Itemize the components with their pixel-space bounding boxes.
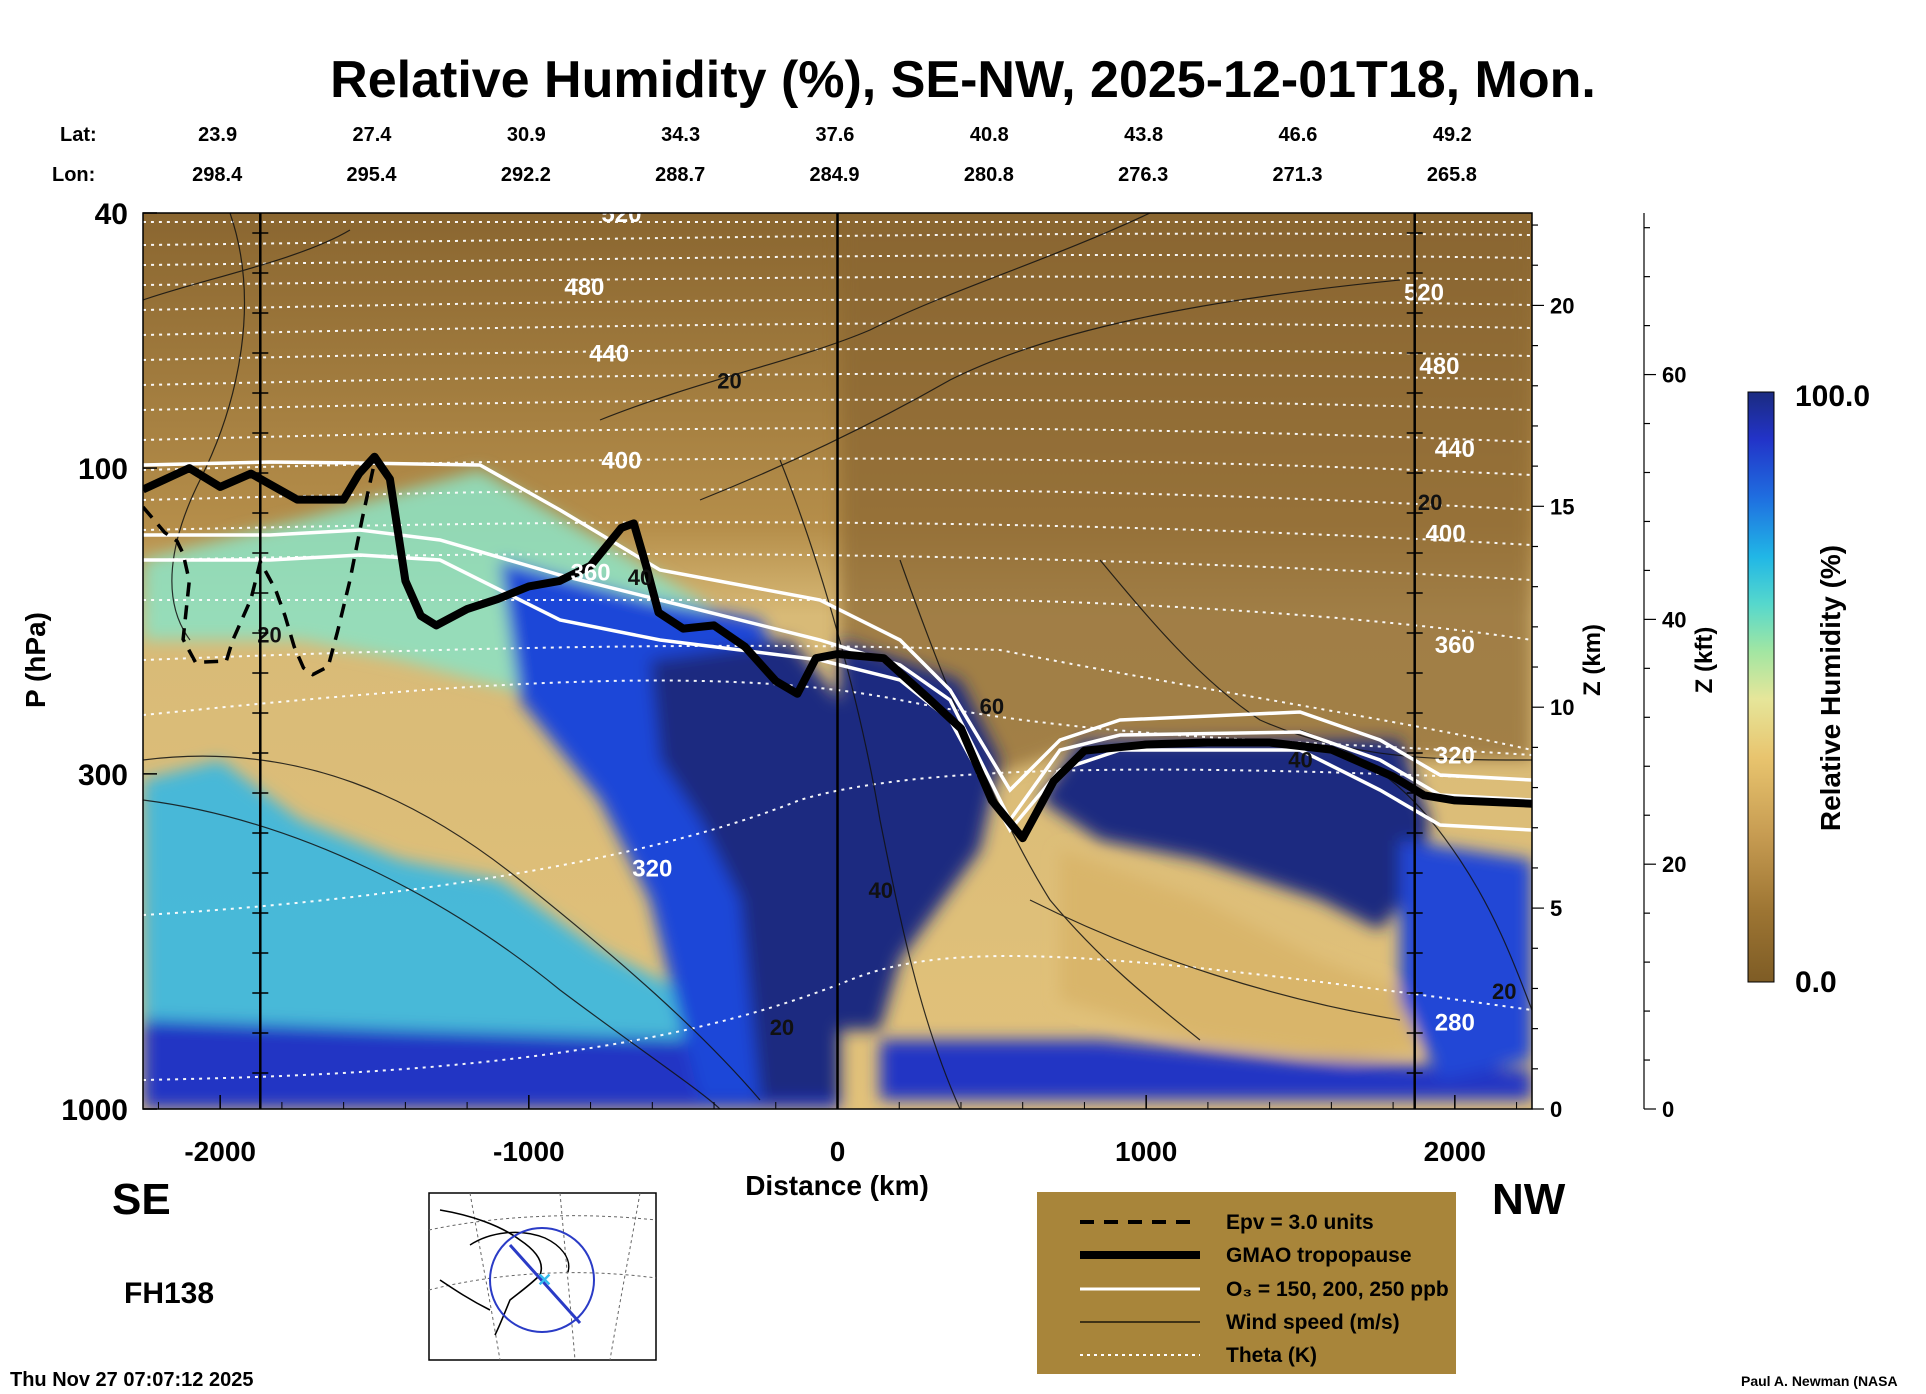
colorbar-min-label: 0.0 xyxy=(1795,966,1837,999)
z-kft-tick-label: 20 xyxy=(1662,852,1686,877)
colorbar-title: Relative Humidity (%) xyxy=(1815,545,1846,831)
credit: Paul A. Newman (NASA xyxy=(1741,1373,1898,1389)
lat-value: 43.8 xyxy=(1124,124,1164,146)
direction-se: SE xyxy=(112,1175,171,1224)
x-tick-label: 0 xyxy=(830,1136,846,1167)
lon-value: 271.3 xyxy=(1272,164,1323,186)
wind-label: 20 xyxy=(1492,979,1516,1004)
z-km-tick-label: 5 xyxy=(1550,896,1562,921)
legend: Epv = 3.0 units GMAO tropopause O₃ = 150… xyxy=(1037,1192,1456,1374)
direction-nw: NW xyxy=(1492,1175,1566,1224)
axes-layer: -2000 -1000 0 1000 2000 40 100 300 1000 0 5 10 15 20 0… xyxy=(61,198,1686,1167)
theta-label: 520 xyxy=(601,201,641,228)
theta-label: 320 xyxy=(1435,743,1475,770)
theta-label: 360 xyxy=(1435,632,1475,659)
chart-title: Relative Humidity (%), SE-NW, 2025-12-01… xyxy=(330,51,1596,109)
humidity-field xyxy=(143,470,1532,1109)
wind-label: 20 xyxy=(717,368,741,393)
legend-label-tropopause: GMAO tropopause xyxy=(1226,1244,1412,1267)
theta-label: 480 xyxy=(564,274,604,301)
x-tick-label: 1000 xyxy=(1115,1136,1177,1167)
lat-value: 49.2 xyxy=(1432,124,1472,146)
lat-value: 23.9 xyxy=(198,124,238,146)
z-km-tick-label: 0 xyxy=(1550,1097,1562,1122)
y-tick-label: 100 xyxy=(78,453,128,486)
x-tick-label: 2000 xyxy=(1424,1136,1486,1167)
z-km-tick-label: 10 xyxy=(1550,695,1574,720)
y-tick-label: 300 xyxy=(78,759,128,792)
lon-value: 280.8 xyxy=(963,164,1014,186)
lat-value: 34.3 xyxy=(661,124,701,146)
vertical-section-lines xyxy=(252,213,1423,1109)
lat-value: 37.6 xyxy=(815,124,855,146)
theta-label: 440 xyxy=(1435,436,1475,463)
contour-labels: 520 480 440 400 360 320 520 480 440 400 360 320 280 2… xyxy=(257,201,1516,1040)
y-axis-title: P (hPa) xyxy=(20,612,51,708)
wind-label: 40 xyxy=(628,565,652,590)
lon-value: 288.7 xyxy=(655,164,706,186)
z-km-tick-label: 20 xyxy=(1550,293,1574,318)
theta-label: 280 xyxy=(1435,1009,1475,1036)
wind-label: 60 xyxy=(980,694,1004,719)
lon-value: 284.9 xyxy=(809,164,860,186)
lat-value: 46.6 xyxy=(1278,124,1318,146)
z-km-title: Z (km) xyxy=(1579,624,1606,696)
legend-label-ozone: O₃ = 150, 200, 250 ppb xyxy=(1226,1278,1449,1301)
inset-map-circle xyxy=(489,1227,595,1333)
inset-map-section-line xyxy=(508,1243,582,1325)
legend-label-epv: Epv = 3.0 units xyxy=(1226,1211,1374,1234)
lat-value: 40.8 xyxy=(969,124,1009,146)
lat-label: Lat: xyxy=(60,124,97,146)
lon-value: 295.4 xyxy=(346,164,397,186)
lon-label: Lon: xyxy=(52,164,96,186)
z-kft-tick-label: 60 xyxy=(1662,363,1686,388)
inset-map: ✕ xyxy=(428,1192,657,1361)
wind-label: 20 xyxy=(1418,490,1442,515)
x-tick-label: -2000 xyxy=(184,1136,256,1167)
inset-map-coastline xyxy=(439,1209,542,1336)
wind-speed-contours xyxy=(143,213,1532,1109)
colorbar: 100.0 0.0 Relative Humidity (%) xyxy=(1747,380,1870,999)
legend-label-wind: Wind speed (m/s) xyxy=(1226,1311,1400,1334)
timestamp: Thu Nov 27 07:07:12 2025 xyxy=(10,1369,254,1391)
wind-label: 20 xyxy=(770,1015,794,1040)
z-km-tick-label: 15 xyxy=(1550,494,1574,519)
lon-value: 292.2 xyxy=(500,164,551,186)
theta-label: 400 xyxy=(1426,520,1466,547)
x-tick-label: -1000 xyxy=(493,1136,565,1167)
dry-stratosphere-region xyxy=(840,213,1532,780)
theta-label: 400 xyxy=(601,448,641,475)
z-kft-tick-label: 0 xyxy=(1662,1097,1674,1122)
lat-value: 27.4 xyxy=(352,124,392,146)
y-tick-label: 1000 xyxy=(61,1094,128,1127)
colorbar-max-label: 100.0 xyxy=(1795,380,1870,413)
wind-label: 40 xyxy=(1288,748,1312,773)
inset-map-center-marker: ✕ xyxy=(537,1270,552,1290)
theta-label: 480 xyxy=(1419,353,1459,380)
legend-label-theta: Theta (K) xyxy=(1226,1344,1317,1367)
wind-label: 40 xyxy=(868,878,892,903)
theta-label: 440 xyxy=(589,340,629,367)
y-tick-label: 40 xyxy=(95,198,128,231)
theta-label: 520 xyxy=(1404,279,1444,306)
inset-map-graticule xyxy=(428,1192,657,1361)
z-kft-title: Z (kft) xyxy=(1691,627,1718,694)
x-axis-title: Distance (km) xyxy=(745,1170,929,1201)
lon-value: 265.8 xyxy=(1426,164,1477,186)
z-kft-tick-label: 40 xyxy=(1662,607,1686,632)
theta-label: 360 xyxy=(571,559,611,586)
lon-value: 298.4 xyxy=(192,164,243,186)
theta-label: 320 xyxy=(632,856,672,883)
lat-value: 30.9 xyxy=(506,124,546,146)
forecast-hour: FH138 xyxy=(124,1277,215,1310)
colorbar-gradient xyxy=(1747,391,1775,983)
tropopause-line xyxy=(143,452,1532,843)
lon-value: 276.3 xyxy=(1118,164,1169,186)
